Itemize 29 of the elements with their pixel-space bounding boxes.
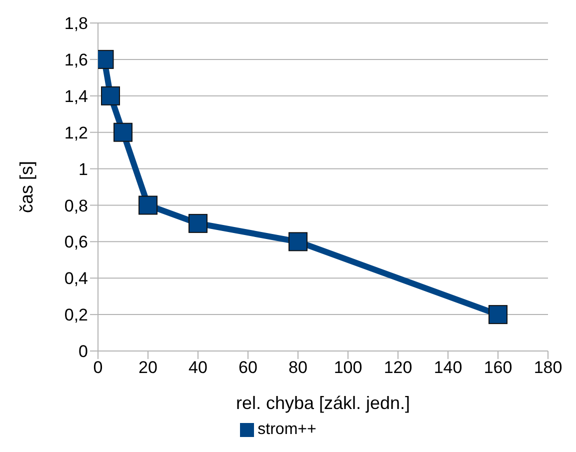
- legend-label: strom++: [258, 421, 316, 438]
- point: [101, 86, 120, 106]
- y-tick-label: 1,6: [64, 50, 88, 70]
- x-tick-label: 0: [93, 358, 103, 378]
- x-tick-label: 100: [334, 358, 362, 378]
- point: [188, 214, 208, 233]
- point: [488, 305, 508, 324]
- x-tick-label: 120: [384, 358, 412, 378]
- x-tick-label: 140: [434, 358, 462, 378]
- x-tick-label: 60: [238, 358, 258, 378]
- y-tick-label: 0: [78, 342, 88, 362]
- x-tick-label: 180: [534, 358, 562, 378]
- x-tick-label: 20: [138, 358, 158, 378]
- y-tick-label: 1,2: [64, 123, 88, 142]
- y-tick-label: 1,4: [64, 86, 88, 106]
- y-tick-label: 0,4: [64, 269, 88, 288]
- y-tick-label: 1: [78, 160, 88, 179]
- x-axis-title: rel. chyba [zákl. jedn.]: [236, 393, 410, 413]
- y-tick-label: 0,2: [64, 306, 88, 325]
- x-tick-label: 80: [288, 358, 308, 378]
- y-tick-label: 0,8: [64, 196, 88, 216]
- y-tick-label: 1,8: [64, 14, 88, 34]
- point: [138, 196, 158, 215]
- y-tick-label: 0,6: [64, 232, 88, 252]
- point: [288, 232, 308, 252]
- point: [114, 122, 132, 142]
- y-axis-title: čas [s]: [16, 160, 36, 214]
- x-tick-label: 160: [484, 358, 512, 378]
- x-tick-label: 40: [188, 358, 208, 378]
